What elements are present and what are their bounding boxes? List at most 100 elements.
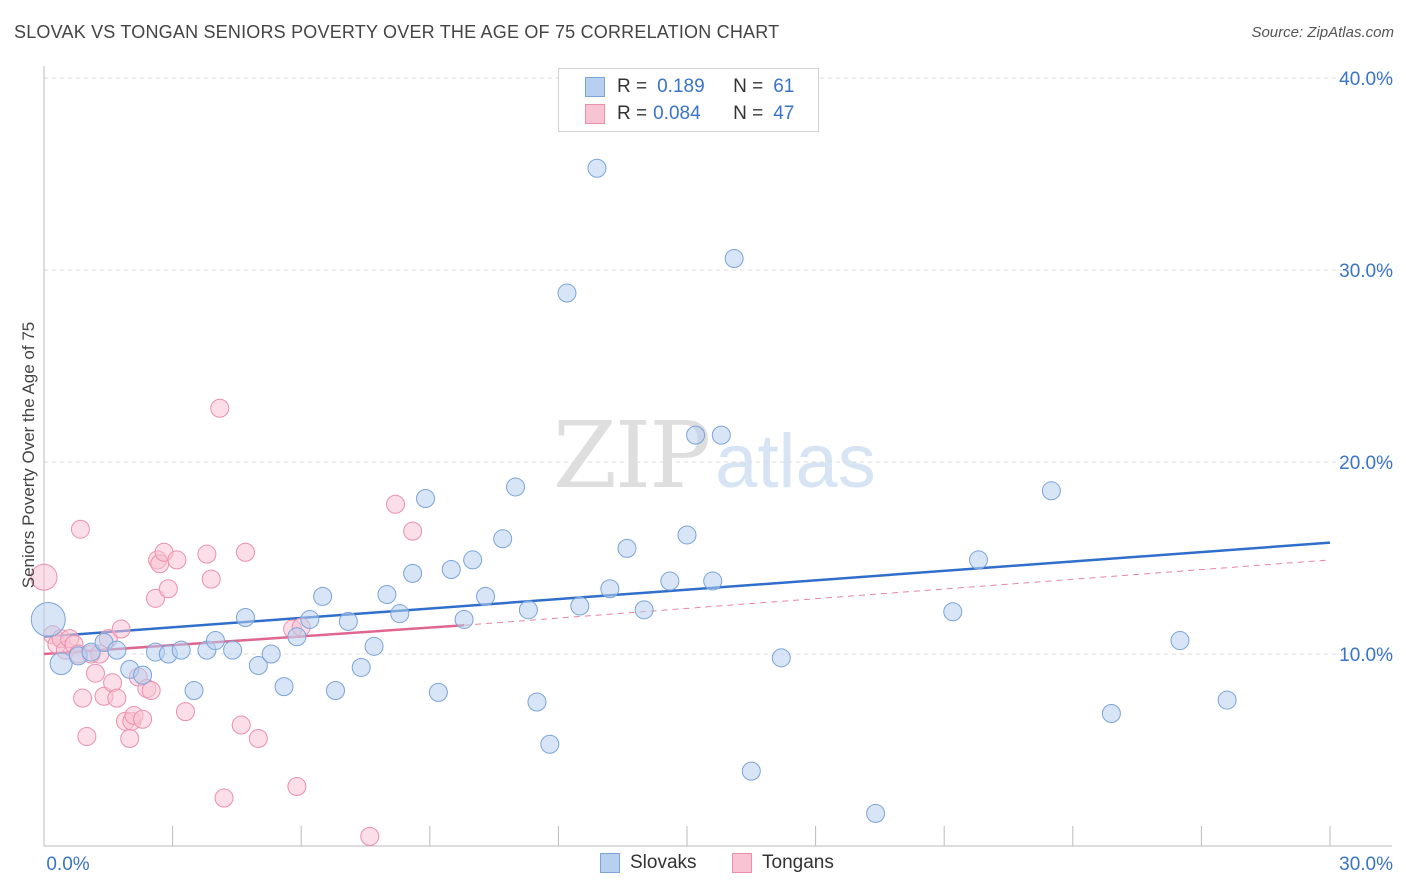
slovaks-point: [49, 652, 73, 676]
tongans-point: [287, 776, 307, 796]
slovaks-point: [338, 611, 358, 631]
y-tick-label: 10.0%: [1339, 645, 1393, 666]
r-value: 0.084: [653, 103, 701, 124]
slovaks-point: [493, 529, 513, 549]
slovaks-point: [686, 425, 706, 445]
legend-item-tongans: Tongans: [732, 852, 834, 874]
slovaks-point: [300, 609, 320, 629]
tongans-point: [85, 663, 105, 683]
tongans-point: [30, 563, 58, 591]
n-value: 61: [773, 76, 795, 97]
r-value: 0.189: [657, 76, 705, 97]
slovaks-point: [248, 656, 268, 676]
slovaks-point: [587, 158, 607, 178]
slovaks-point: [81, 642, 101, 662]
tongans-point: [120, 728, 140, 748]
slovaks-point: [428, 682, 448, 702]
slovaks-point: [724, 248, 744, 268]
y-tick-label: 40.0%: [1339, 69, 1393, 90]
slovaks-point: [403, 563, 423, 583]
tongans-point: [77, 727, 97, 747]
tongans-point: [231, 715, 251, 735]
slovaks-point: [570, 596, 590, 616]
slovaks-point: [634, 600, 654, 620]
tongans-point: [248, 728, 268, 748]
tongans-point: [175, 702, 195, 722]
x-tick-label: 0.0%: [46, 854, 89, 875]
slovaks-point: [866, 803, 886, 823]
slovaks-point: [30, 601, 66, 637]
watermark-zip: ZIP: [553, 402, 711, 509]
tongans-trend-extension: [464, 559, 1331, 626]
x-tick-label: 30.0%: [1339, 854, 1393, 875]
slovaks-point: [441, 560, 461, 580]
tongans-point: [145, 588, 165, 608]
slovaks-point: [703, 571, 723, 591]
n-label: N =: [733, 76, 764, 97]
slovaks-swatch: [585, 77, 605, 97]
chart-title: SLOVAK VS TONGAN SENIORS POVERTY OVER TH…: [14, 22, 780, 42]
slovaks-point: [274, 677, 294, 697]
correlation-legend: R = 0.189 N = 61 R = 0.084 N = 47: [558, 68, 819, 132]
tongans-point: [197, 544, 217, 564]
slovaks-point: [107, 640, 127, 660]
slovaks-point: [771, 648, 791, 668]
trend-layer: [43, 541, 1331, 656]
tongans-point: [386, 494, 406, 514]
slovaks-point: [617, 538, 637, 558]
grid-layer: [44, 77, 1392, 655]
slovaks-point: [527, 692, 547, 712]
legend-item-slovaks: Slovaks: [600, 852, 697, 874]
watermark: ZIPatlas: [553, 402, 876, 509]
slovaks-point: [506, 477, 526, 497]
slovaks-point: [518, 600, 538, 620]
slovaks-point: [463, 550, 483, 570]
slovaks-point: [600, 579, 620, 599]
axis-layer: [43, 66, 1392, 847]
tongans-legend-label: Tongans: [762, 852, 834, 873]
tongans-swatch: [585, 104, 605, 124]
slovaks-point: [377, 584, 397, 604]
y-tick-label: 20.0%: [1339, 453, 1393, 474]
tongans-point: [403, 521, 423, 541]
slovaks-point: [133, 665, 153, 685]
tongans-point: [73, 688, 93, 708]
slovaks-point: [261, 644, 281, 664]
slovaks-point: [454, 609, 474, 629]
points-layer: [30, 158, 1237, 846]
slovaks-point: [223, 640, 243, 660]
slovaks-point: [968, 550, 988, 570]
n-label: N =: [733, 103, 764, 124]
slovaks-point: [390, 604, 410, 624]
slovaks-point: [660, 571, 680, 591]
tongans-legend-swatch: [732, 853, 752, 873]
slovaks-trend-line: [43, 541, 1331, 638]
tongans-point: [210, 398, 230, 418]
legend-row-slovaks: R = 0.189 N = 61: [585, 75, 794, 99]
tongans-point: [133, 709, 153, 729]
tick-label-layer: 10.0% 20.0% 30.0% 40.0% 0.0% 30.0%: [46, 69, 1393, 875]
tongans-point: [158, 579, 178, 599]
source-label: Source: ZipAtlas.com: [1251, 24, 1394, 41]
slovaks-point: [184, 680, 204, 700]
tongans-point: [201, 569, 221, 589]
slovaks-point: [476, 586, 496, 606]
slovaks-point: [677, 525, 697, 545]
slovaks-point: [205, 631, 225, 651]
tongans-point: [111, 619, 131, 639]
slovaks-point: [351, 657, 371, 677]
slovaks-point: [235, 608, 255, 628]
slovaks-legend-label: Slovaks: [630, 852, 697, 873]
y-tick-label: 30.0%: [1339, 261, 1393, 282]
tongans-point: [235, 542, 255, 562]
slovaks-point: [540, 734, 560, 754]
tongans-point: [107, 688, 127, 708]
tongans-point: [167, 550, 187, 570]
slovaks-point: [711, 425, 731, 445]
slovaks-point: [325, 680, 345, 700]
slovaks-point: [1217, 690, 1237, 710]
slovaks-point: [364, 636, 384, 656]
slovaks-point: [171, 640, 191, 660]
slovaks-point: [1041, 481, 1061, 501]
slovaks-point: [313, 586, 333, 606]
